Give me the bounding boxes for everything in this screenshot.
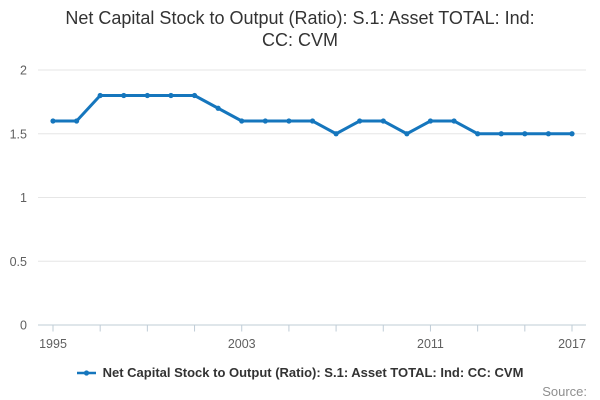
chart-title: Net Capital Stock to Output (Ratio): S.1… (0, 7, 600, 51)
data-point-marker (144, 92, 150, 99)
data-point-marker (498, 131, 504, 137)
data-point-marker (239, 118, 245, 124)
legend-line-marker-icon (76, 369, 96, 376)
data-point-marker (50, 118, 56, 124)
data-point-marker (569, 131, 575, 137)
x-axis-tick-label: 2017 (558, 337, 586, 351)
series-line (51, 94, 574, 136)
x-axis-tick-label: 2011 (417, 337, 444, 351)
data-point-marker (168, 92, 174, 99)
legend-item[interactable]: Net Capital Stock to Output (Ratio): S.1… (76, 365, 524, 380)
y-axis-tick-label: 1 (20, 191, 27, 205)
chart-title-text: Net Capital Stock to Output (Ratio): S.1… (65, 8, 535, 50)
x-axis-tick-label: 1995 (39, 337, 67, 351)
data-point-marker (309, 118, 316, 124)
data-point-marker (451, 118, 457, 124)
data-point-marker (121, 92, 127, 99)
data-point-marker (262, 118, 268, 124)
x-axis-tick-label: 2003 (228, 337, 256, 351)
data-point-marker (286, 118, 292, 124)
data-point-marker (545, 131, 552, 137)
data-point-marker (427, 118, 434, 124)
legend-label: Net Capital Stock to Output (Ratio): S.1… (102, 365, 524, 380)
y-axis-tick-label: 0 (20, 319, 27, 333)
data-point-marker (191, 92, 198, 99)
data-point-marker (333, 131, 339, 137)
data-point-marker (73, 118, 80, 124)
data-point-marker (97, 92, 103, 99)
data-point-marker (475, 131, 481, 137)
data-point-marker (380, 118, 386, 124)
data-point-marker (522, 131, 528, 137)
data-point-marker (357, 118, 363, 124)
legend: Net Capital Stock to Output (Ratio): S.1… (0, 365, 600, 380)
data-point-marker (215, 105, 221, 111)
y-axis-tick-label: 2 (20, 64, 27, 78)
y-axis-tick-label: 1.5 (10, 127, 27, 141)
source-label: Source: (542, 384, 587, 399)
data-point-marker (404, 131, 410, 137)
y-axis-tick-label: 0.5 (10, 255, 27, 269)
